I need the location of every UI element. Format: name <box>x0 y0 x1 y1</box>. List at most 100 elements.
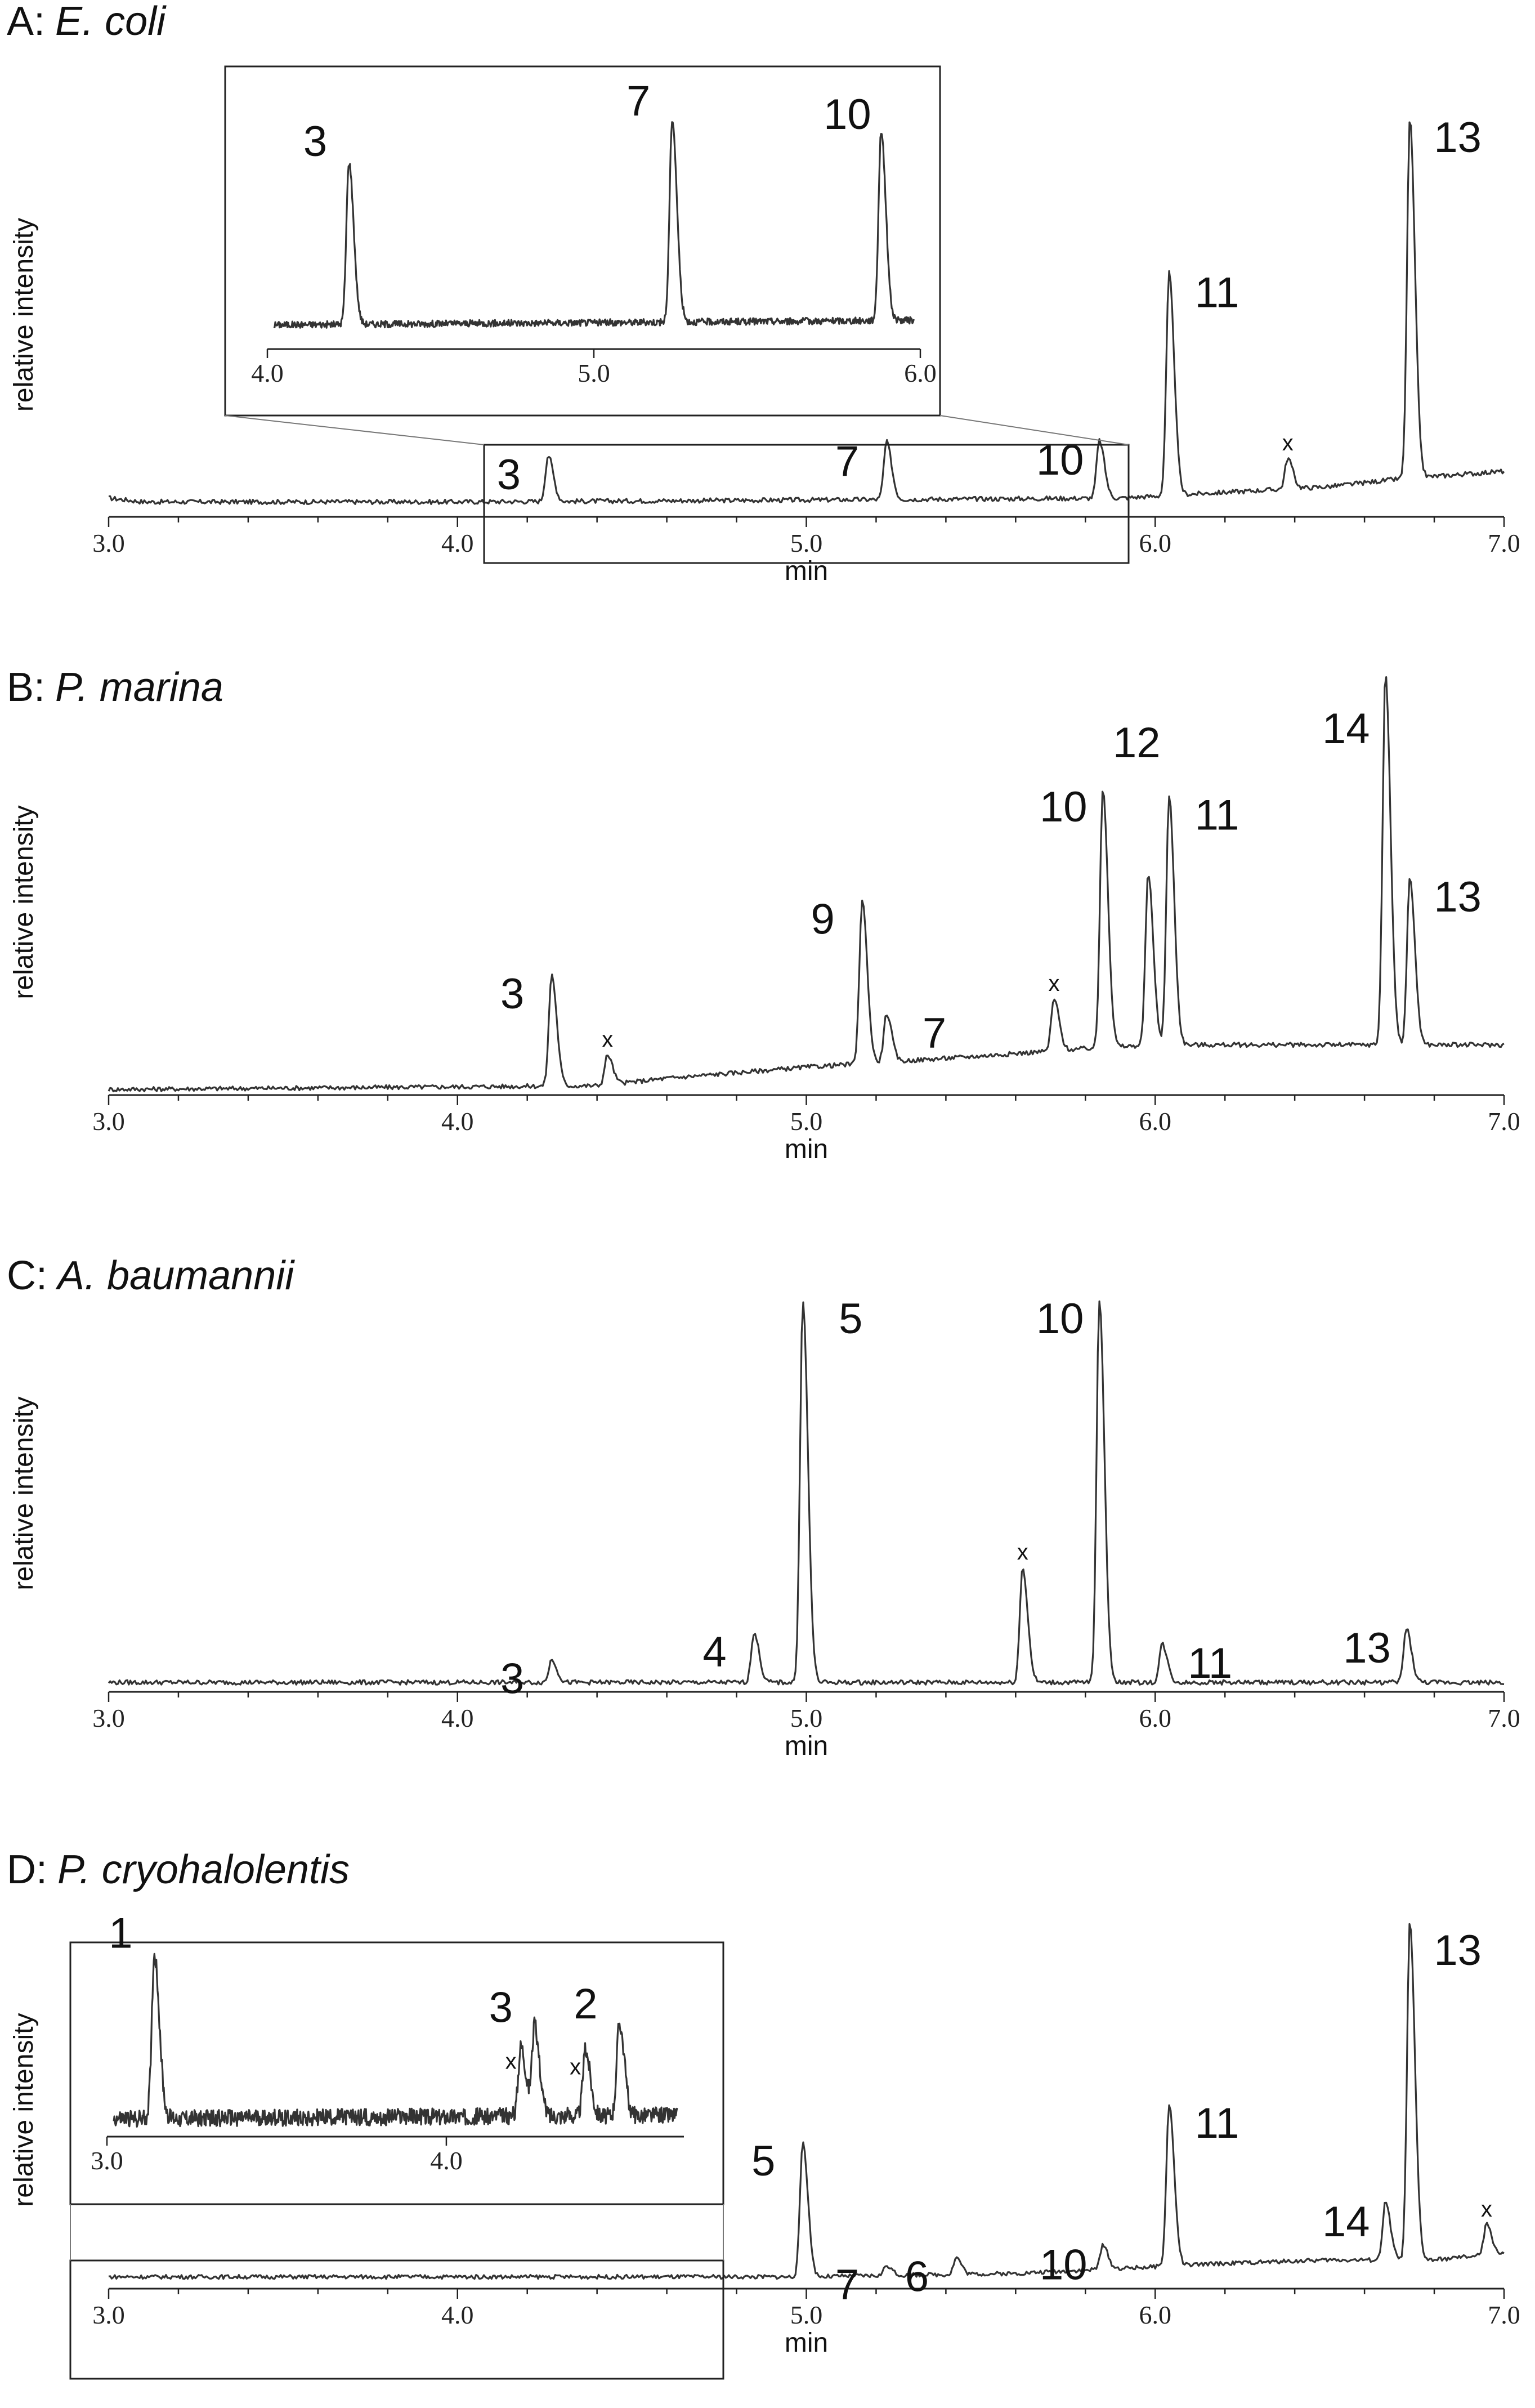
inset-frame <box>224 65 941 417</box>
zoom-region-frame <box>69 2259 724 2380</box>
peak-label: 11 <box>1188 1639 1232 1687</box>
panel-b-pmarina: B: P. marina relative intensity 3.0 4.0 5.0 6.… <box>7 665 1520 1164</box>
inset-trace <box>113 1953 678 2128</box>
peak-label: 7 <box>835 2261 859 2309</box>
x-tick-label: 4.0 <box>441 1107 474 1136</box>
peak-label: 10 <box>1040 2241 1088 2289</box>
inset-tick-label: 4.0 <box>430 2146 463 2175</box>
y-axis-label: relative intensity <box>9 1396 39 1590</box>
y-axis-label: relative intensity <box>9 2013 39 2206</box>
inset-peak-label: 7 <box>626 77 650 125</box>
panel-c-abaumannii: C: A. baumannii relative intensity 3.0 4.0 5.… <box>7 1253 1520 1761</box>
peak-label: 10 <box>1036 436 1084 484</box>
x-tick-label: 4.0 <box>441 529 474 557</box>
panel-title: D: P. cryohalolentis <box>7 1847 350 1892</box>
zoom-region-frame <box>483 444 1130 564</box>
inset-tick-label: 3.0 <box>91 2146 123 2175</box>
peak-label: 7 <box>923 1009 946 1057</box>
peak-label: 10 <box>1040 783 1088 831</box>
peak-label: 14 <box>1322 2198 1370 2246</box>
x-tick-label: 7.0 <box>1488 2300 1520 2329</box>
panel-d-pcryohalolentis: D: P. cryohalolentis relative intensity 3.0… <box>7 1847 1520 2380</box>
peak-label: 13 <box>1343 1624 1391 1672</box>
impurity-marker: x <box>1017 1540 1028 1565</box>
species-name: P. cryohalolentis <box>57 1847 350 1892</box>
x-tick-label: 6.0 <box>1139 2300 1172 2329</box>
peak-label: 13 <box>1434 1927 1482 1974</box>
panel-letter: B: <box>7 665 45 710</box>
x-tick-label: 5.0 <box>790 1107 823 1136</box>
peak-label: 5 <box>839 1295 862 1343</box>
y-axis-label: relative intensity <box>9 218 39 412</box>
inset-tick-label: 4.0 <box>251 359 284 387</box>
panel-a-ecoli: A: E. coli relative intensity 3.0 4.0 5.0 6.0 7… <box>7 0 1520 586</box>
x-tick-label: 7.0 <box>1488 1107 1520 1136</box>
peak-label: 4 <box>702 1628 726 1676</box>
inset-impurity-marker: x <box>505 2049 517 2074</box>
peak-label: 3 <box>500 1655 524 1703</box>
x-tick-label: 3.0 <box>92 1107 125 1136</box>
x-tick-label: 6.0 <box>1139 529 1172 557</box>
impurity-marker: x <box>1481 2197 1492 2222</box>
x-tick-label: 4.0 <box>441 1704 474 1732</box>
impurity-marker: x <box>602 1027 613 1052</box>
peak-label: 10 <box>1036 1295 1084 1343</box>
peak-label: 13 <box>1434 114 1482 162</box>
chromatogram-trace <box>108 676 1505 1092</box>
inset-trace <box>273 121 915 329</box>
inset-tick-label: 6.0 <box>904 359 937 387</box>
chromatogram-trace <box>108 1923 1505 2280</box>
peak-label: 5 <box>751 2137 775 2185</box>
chromatogram-trace <box>108 1300 1505 1686</box>
x-tick-label: 7.0 <box>1488 529 1520 557</box>
peak-label: 3 <box>497 451 521 499</box>
x-tick-label: 5.0 <box>790 529 823 557</box>
inset-frame <box>69 1941 724 2205</box>
species-name: P. marina <box>55 665 223 710</box>
panel-letter: D: <box>7 1847 47 1892</box>
x-tick-label: 4.0 <box>441 2300 474 2329</box>
peak-label: 3 <box>500 970 524 1018</box>
inset-peak-label: 10 <box>824 91 871 139</box>
peak-label: 11 <box>1195 792 1239 839</box>
x-axis-label: min <box>785 1134 828 1164</box>
y-axis-label: relative intensity <box>9 805 39 999</box>
x-axis-label: min <box>785 1731 828 1761</box>
impurity-marker: x <box>1282 431 1294 455</box>
panel-title: C: A. baumannii <box>7 1253 295 1298</box>
inset-tick-label: 5.0 <box>578 359 610 387</box>
species-name: A. baumannii <box>55 1253 295 1298</box>
panel-title: A: E. coli <box>7 0 167 44</box>
x-axis-label: min <box>785 556 828 586</box>
chromatogram-trace <box>108 121 1505 506</box>
x-axis-label: min <box>785 2328 828 2358</box>
x-tick-label: 7.0 <box>1488 1704 1520 1732</box>
inset-impurity-marker: x <box>570 2055 581 2080</box>
panel-letter: A: <box>7 0 45 44</box>
peak-label: 11 <box>1195 2099 1239 2147</box>
panel-title: B: P. marina <box>7 665 223 710</box>
inset-peak-label: 1 <box>109 1910 132 1958</box>
x-tick-label: 5.0 <box>790 1704 823 1732</box>
peak-label: 14 <box>1322 705 1370 753</box>
peak-label: 13 <box>1434 873 1482 921</box>
x-tick-label: 6.0 <box>1139 1704 1172 1732</box>
peak-label: 11 <box>1195 269 1239 316</box>
inset-peak-label: 3 <box>303 118 327 166</box>
x-tick-label: 3.0 <box>92 529 125 557</box>
species-name: E. coli <box>55 0 167 44</box>
inset-peak-label: 3 <box>489 1984 513 2032</box>
x-tick-label: 3.0 <box>92 1704 125 1732</box>
x-tick-label: 6.0 <box>1139 1107 1172 1136</box>
peak-label: 12 <box>1113 719 1161 767</box>
x-tick-label: 5.0 <box>790 2300 823 2329</box>
peak-label: 6 <box>905 2253 929 2301</box>
zoom-guide-left <box>225 415 485 445</box>
impurity-marker: x <box>1049 971 1060 996</box>
panel-letter: C: <box>7 1253 47 1298</box>
peak-label: 9 <box>811 896 835 944</box>
inset-peak-label: 2 <box>574 1980 597 2028</box>
x-tick-label: 3.0 <box>92 2300 125 2329</box>
zoom-guide-right <box>939 415 1129 445</box>
